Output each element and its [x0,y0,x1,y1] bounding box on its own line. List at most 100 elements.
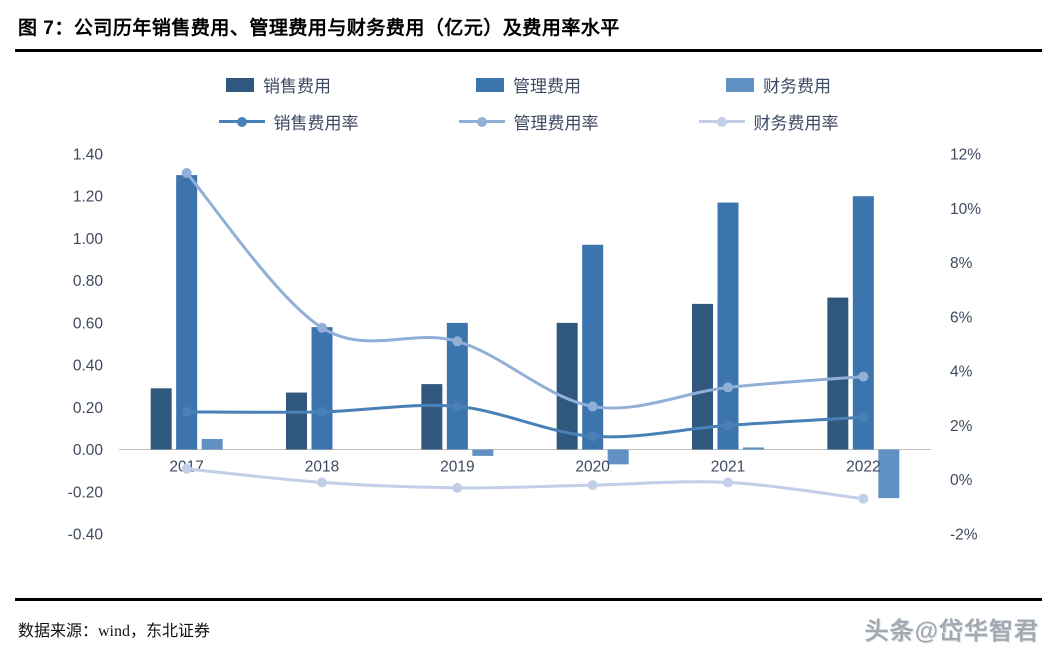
chart-legend: 销售费用 管理费用 财务费用 销售费用率 管理费用率 财务费用率 [0,72,1057,134]
bar-sales-expense-2020 [556,322,578,450]
marker-sales-expense-rate-2022 [858,412,869,423]
x-axis-label-2020: 2020 [575,459,610,476]
marker-finance-expense-rate-2019 [452,482,463,493]
marker-sales-expense-rate-2021 [723,420,733,431]
legend-dot-icon [236,116,247,127]
line-path-management-expense-rate [185,171,865,410]
bar-management-expense-2020 [582,244,604,450]
legend-swatch-management-expense [476,77,504,92]
legend-item-management-expense-rate: 管理费用率 [458,109,599,134]
data-source: 数据来源：wind，东北证券 [18,622,211,640]
legend-item-finance-expense-rate: 财务费用率 [698,109,839,134]
marker-sales-expense-rate-2020 [587,431,598,442]
legend-label-sales-expense-rate: 销售费用率 [273,114,359,133]
bar-finance-expense-2020 [607,449,629,465]
line-path-sales-expense-rate [185,403,865,439]
left-axis-tick-label: 0.00 [73,442,104,459]
left-axis-tick-label: 0.80 [73,273,104,290]
legend-label-management-expense: 管理费用 [513,77,581,96]
legend-label-sales-expense: 销售费用 [263,77,331,96]
bar-series-finance-expense [201,439,900,499]
legend-item-sales-expense: 销售费用 [226,72,331,97]
right-axis-tick-label: -2% [950,527,978,544]
chart-area: 1.40 1.20 1.00 0.80 0.60 0.40 0.20 0.00 -0.20 -0.… [19,138,1039,568]
right-axis-tick-label: 8% [950,255,973,272]
legend-label-finance-expense-rate: 财务费用率 [753,114,839,133]
left-axis-tick-label: -0.40 [68,527,104,544]
bar-finance-expense-2022 [878,449,900,499]
bar-sales-expense-2017 [150,388,172,450]
line-path-finance-expense-rate [185,467,865,501]
x-axis-label-2022: 2022 [846,459,880,476]
x-axis-labels: 201720182019202020212022 [169,459,880,476]
right-axis-tick-label: 4% [950,364,973,381]
legend-line-swatch-sales-expense-rate [218,116,265,127]
line-series-management-expense-rate [181,168,869,412]
marker-management-expense-rate-2017 [181,168,192,178]
legend-swatch-sales-expense [226,77,254,92]
legend-item-management-expense: 管理费用 [476,72,581,97]
marker-management-expense-rate-2021 [723,382,733,393]
right-axis-tick-label: 12% [950,147,981,164]
expense-combo-chart: 1.40 1.20 1.00 0.80 0.60 0.40 0.20 0.00 -0.20 -0.… [68,147,982,544]
right-axis-tick-label: 0% [950,472,973,489]
marker-finance-expense-rate-2017 [181,463,192,474]
bar-finance-expense-2021 [743,447,764,450]
bar-management-expense-2019 [446,322,468,450]
right-axis-ticks: 12% 10% 8% 6% 4% 2% 0% -2% [950,147,981,544]
left-axis-tick-label: 1.40 [73,147,104,164]
marker-sales-expense-rate-2017 [181,406,192,417]
marker-management-expense-rate-2020 [587,401,598,412]
marker-finance-expense-rate-2022 [858,493,869,504]
legend-dot-icon [476,116,487,127]
line-series-finance-expense-rate [181,463,869,504]
marker-finance-expense-rate-2021 [723,477,733,488]
legend-line-swatch-finance-expense-rate [698,116,745,127]
legend-line-swatch-management-expense-rate [458,116,505,127]
marker-management-expense-rate-2018 [317,322,327,333]
bar-finance-expense-2019 [472,449,494,456]
x-axis-label-2021: 2021 [711,459,745,476]
marker-management-expense-rate-2022 [858,371,869,382]
legend-dot-icon [716,116,727,127]
legend-label-finance-expense: 财务费用 [763,77,831,96]
right-axis-tick-label: 2% [950,418,973,435]
right-axis-tick-label: 10% [950,201,981,218]
x-axis-label-2019: 2019 [440,459,474,476]
marker-management-expense-rate-2019 [452,336,463,347]
marker-finance-expense-rate-2020 [587,480,598,491]
bar-management-expense-2022 [852,196,874,450]
figure-title: 图 7：公司历年销售费用、管理费用与财务费用（亿元）及费用率水平 [15,0,1042,52]
bar-series-management-expense [176,175,874,450]
marker-sales-expense-rate-2019 [452,401,463,412]
legend-row-bars: 销售费用 管理费用 财务费用 [0,72,1057,97]
x-axis-label-2018: 2018 [305,459,339,476]
bar-management-expense-2018 [311,327,333,450]
legend-item-finance-expense: 财务费用 [726,72,831,97]
left-axis-tick-label: -0.20 [68,484,104,501]
bar-management-expense-2021 [717,202,739,450]
left-axis-tick-label: 0.60 [73,315,104,332]
bar-series-sales-expense [150,297,849,450]
bar-sales-expense-2019 [421,384,443,450]
legend-item-sales-expense-rate: 销售费用率 [218,109,359,134]
footer: 数据来源：wind，东北证券 头条@岱华智君 [15,598,1042,646]
legend-row-lines: 销售费用率 管理费用率 财务费用率 [0,109,1057,134]
legend-swatch-finance-expense [726,77,754,92]
left-axis-ticks: 1.40 1.20 1.00 0.80 0.60 0.40 0.20 0.00 -0.20 -0.… [68,147,104,544]
legend-label-management-expense-rate: 管理费用率 [513,114,599,133]
bar-sales-expense-2022 [827,297,849,450]
left-axis-tick-label: 1.20 [73,189,104,206]
watermark: 头条@岱华智君 [864,618,1039,645]
bar-finance-expense-2017 [201,439,223,450]
left-axis-tick-label: 0.20 [73,400,104,417]
marker-sales-expense-rate-2018 [317,406,327,417]
bar-management-expense-2017 [176,175,198,450]
bar-sales-expense-2018 [286,392,307,450]
bar-sales-expense-2021 [692,303,713,450]
marker-finance-expense-rate-2018 [317,477,327,488]
left-axis-tick-label: 1.00 [73,231,104,248]
right-axis-tick-label: 6% [950,309,973,326]
left-axis-tick-label: 0.40 [73,358,104,375]
